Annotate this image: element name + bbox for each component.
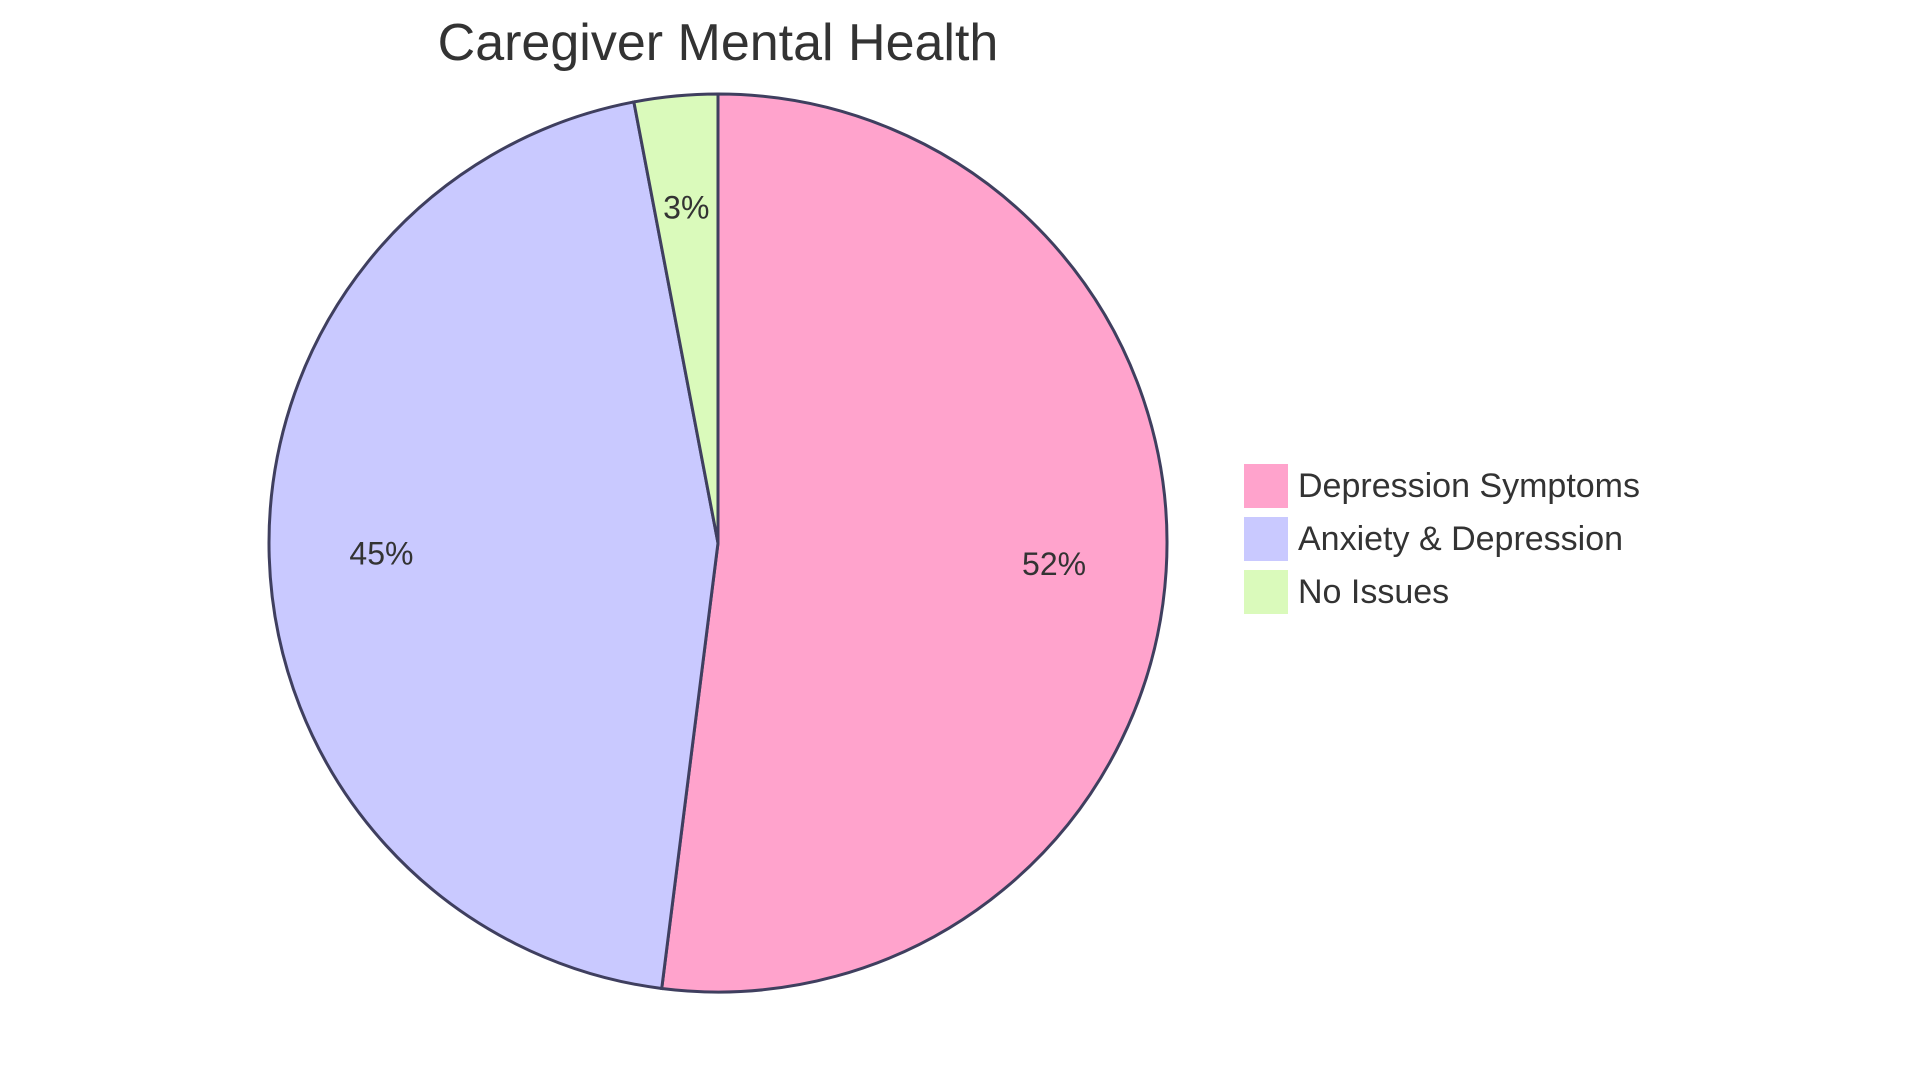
- pie-slices: [267, 92, 1169, 994]
- slice-value-label: 52%: [1022, 546, 1086, 582]
- pie-slice-no-issues: [632, 92, 720, 544]
- pie-slice-anxiety-depression: [267, 100, 720, 991]
- legend-label: No Issues: [1298, 573, 1449, 611]
- legend: Depression Symptoms Anxiety & Depression N…: [1244, 464, 1640, 614]
- pie-slice-depression-symptoms: [660, 92, 1169, 994]
- slice-labels: 52% 45% 3%: [349, 190, 1086, 582]
- slice-value-label: 45%: [349, 536, 413, 572]
- legend-swatch: [1244, 570, 1288, 614]
- legend-swatch: [1244, 464, 1288, 508]
- legend-swatch: [1244, 517, 1288, 561]
- legend-label: Anxiety & Depression: [1298, 520, 1623, 558]
- legend-label: Depression Symptoms: [1298, 467, 1640, 505]
- slice-value-label: 3%: [663, 190, 709, 226]
- chart-title: Caregiver Mental Health: [438, 14, 999, 72]
